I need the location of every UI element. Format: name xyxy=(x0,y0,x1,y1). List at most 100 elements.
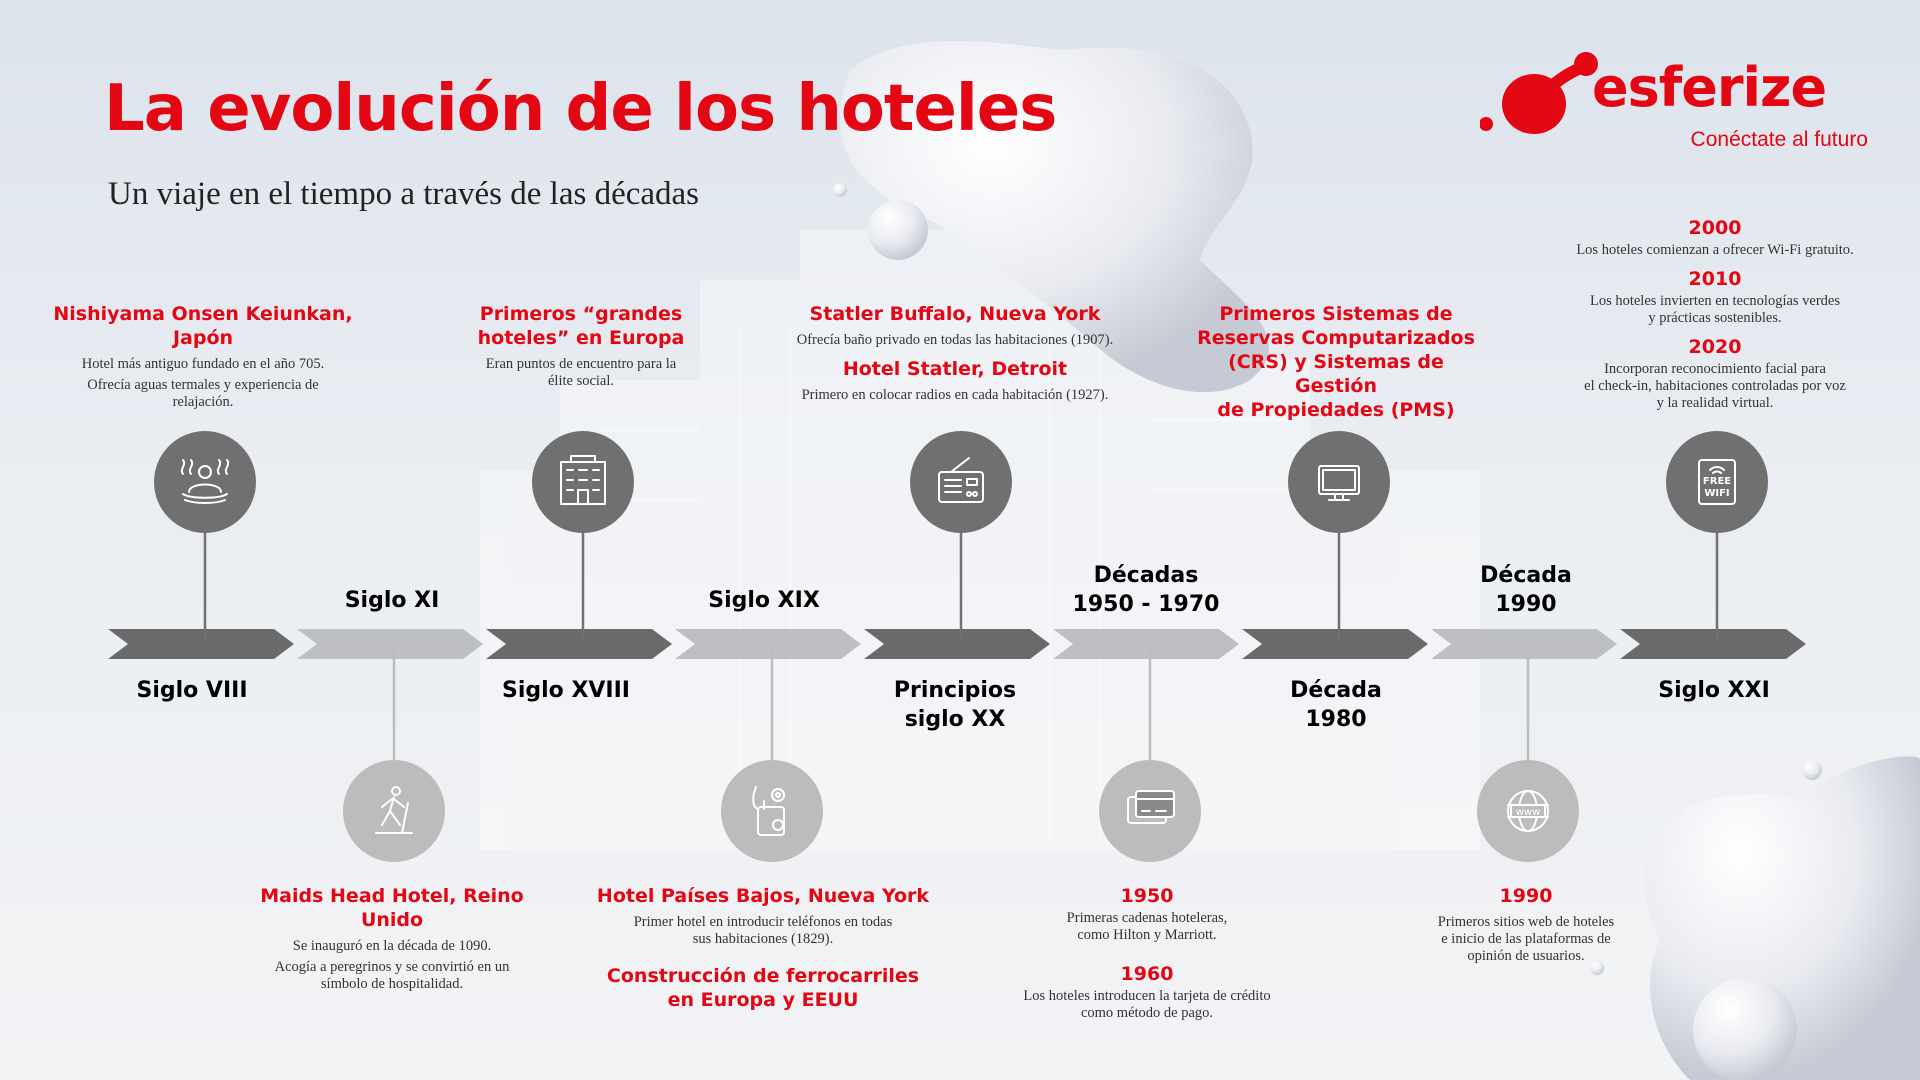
hotel-building-icon xyxy=(560,455,606,505)
globe-www-icon: www xyxy=(1507,790,1549,832)
event-item: Ofrecía aguas termales y experiencia de … xyxy=(53,377,353,411)
credit-card-icon xyxy=(1127,790,1175,824)
event-title: Primeros “grandes hoteles” en Europa xyxy=(477,303,685,349)
event-year: 2010 xyxy=(1688,268,1742,290)
event-description: Se inauguró en la década de 1090. xyxy=(292,938,492,954)
period-label: Décadas 1950 - 1970 xyxy=(1072,563,1220,617)
event-title: Statler Buffalo, Nueva York xyxy=(809,303,1101,325)
spa-icon xyxy=(180,459,230,504)
event-description: Los hoteles invierten en tecnologías ver… xyxy=(1589,293,1841,326)
timeline-segment xyxy=(1053,629,1239,659)
event-icon-circle xyxy=(1666,431,1768,533)
event-title: Maids Head Hotel, Reino Unido xyxy=(260,885,524,931)
page-title: La evolución de los hoteles xyxy=(104,72,1057,146)
decor-bubble-small xyxy=(1590,961,1604,975)
event-description: Eran puntos de encuentro para la élite s… xyxy=(485,356,677,389)
period-label: Década 1980 xyxy=(1290,678,1382,732)
computer-monitor-icon xyxy=(1318,465,1360,501)
event-year: 1990 xyxy=(1499,885,1553,907)
logo-mark-icon xyxy=(1480,52,1598,134)
period-label: Principios siglo XX xyxy=(893,678,1017,732)
event-item: Nishiyama Onsen Keiunkan, Japón Hotel má… xyxy=(53,302,353,373)
event-siglo-xxi: 2000 Los hoteles comienzan a ofrecer Wi-… xyxy=(1530,216,1900,412)
period-label: Siglo XVIII xyxy=(502,678,630,703)
event-icon-circle xyxy=(910,431,1012,533)
timeline-segment xyxy=(675,629,861,659)
event-item: 1950 Primeras cadenas hoteleras, como Hi… xyxy=(967,884,1327,944)
event-item: Primeros Sistemas de Reservas Computariz… xyxy=(1186,302,1486,422)
event-decada-1980: Primeros Sistemas de Reservas Computariz… xyxy=(1186,302,1486,422)
event-title: Hotel Statler, Detroit xyxy=(842,358,1068,380)
event-item: 2010 Los hoteles invierten en tecnología… xyxy=(1530,267,1900,327)
logo-wordmark: esferize xyxy=(1592,56,1827,119)
event-icon-circle xyxy=(1288,431,1390,533)
esferize-logo[interactable]: esferize Conéctate al futuro xyxy=(1480,52,1876,162)
event-description: Incorporan reconocimiento facial para el… xyxy=(1584,361,1846,411)
period-label: Década 1990 xyxy=(1480,563,1572,617)
pilgrim-walking-icon xyxy=(375,786,413,834)
event-description: Primeras cadenas hoteleras, como Hilton … xyxy=(1066,910,1228,943)
decor-blob-top xyxy=(839,41,1270,393)
event-item: Primeros “grandes hoteles” en Europa Era… xyxy=(431,302,731,390)
event-icon-circle xyxy=(532,431,634,533)
timeline-segment xyxy=(297,629,483,659)
decor-bubble xyxy=(868,200,928,260)
event-siglo-xi: Maids Head Hotel, Reino Unido Se inaugur… xyxy=(242,884,542,993)
event-decadas-1950-1970: 1950 Primeras cadenas hoteleras, como Hi… xyxy=(967,884,1327,1022)
timeline-segment xyxy=(864,629,1050,659)
event-description: Primero en colocar radios en cada habita… xyxy=(801,387,1109,403)
event-item: 2020 Incorporan reconocimiento facial pa… xyxy=(1530,335,1900,412)
period-label: Siglo VIII xyxy=(136,678,248,703)
event-description: Los hoteles comienzan a ofrecer Wi-Fi gr… xyxy=(1576,242,1854,258)
decor-bubble-small xyxy=(1802,760,1822,780)
event-siglo-xix: Hotel Países Bajos, Nueva York Primer ho… xyxy=(588,884,938,1012)
event-description: Primer hotel en introducir teléfonos en … xyxy=(633,914,893,947)
event-year: 1960 xyxy=(1120,963,1174,985)
event-year: 1950 xyxy=(1120,885,1174,907)
event-description: Ofrecía aguas termales y experiencia de … xyxy=(87,377,319,410)
event-year: 2020 xyxy=(1688,336,1742,358)
timeline-segment xyxy=(1242,629,1428,659)
timeline-segment xyxy=(1620,629,1806,659)
logo-tagline: Conéctate al futuro xyxy=(1690,128,1868,151)
period-label: Siglo XIX xyxy=(708,588,820,613)
event-icon-circle xyxy=(721,760,823,862)
event-title: Nishiyama Onsen Keiunkan, Japón xyxy=(53,303,353,349)
wifi-icon-text: WIFI xyxy=(1704,488,1729,499)
svg-text:www: www xyxy=(1516,807,1541,818)
event-siglo-xviii: Primeros “grandes hoteles” en Europa Era… xyxy=(431,302,731,390)
event-description: Hotel más antiguo fundado en el año 705. xyxy=(81,356,325,372)
event-description: Acogía a peregrinos y se convirtió en un… xyxy=(274,959,510,992)
decor-bubble-small xyxy=(833,183,847,197)
event-year: 2000 xyxy=(1688,217,1742,239)
event-item: Construcción de ferrocarriles en Europa … xyxy=(588,964,938,1012)
event-title: Primeros Sistemas de Reservas Computariz… xyxy=(1197,303,1475,421)
timeline-segment xyxy=(108,629,294,659)
event-principios-siglo-xx: Statler Buffalo, Nueva York Ofrecía baño… xyxy=(735,302,1175,404)
page-subtitle: Un viaje en el tiempo a través de las dé… xyxy=(108,176,700,212)
radio-icon xyxy=(938,457,984,503)
timeline-segment xyxy=(486,629,672,659)
building-silhouette xyxy=(480,230,1480,850)
event-description: Primeros sitios web de hoteles e inicio … xyxy=(1437,914,1615,964)
event-item: 1960 Los hoteles introducen la tarjeta d… xyxy=(967,962,1327,1022)
telephone-icon xyxy=(752,786,785,836)
event-icon-circle xyxy=(343,760,445,862)
wifi-icon-text: FREE xyxy=(1703,476,1731,487)
building-windows xyxy=(600,330,1290,840)
event-decada-1990: 1990 Primeros sitios web de hoteles e in… xyxy=(1376,884,1676,965)
event-item: Hotel Países Bajos, Nueva York Primer ho… xyxy=(588,884,938,948)
event-icon-circle xyxy=(154,431,256,533)
event-item: Hotel Statler, Detroit Primero en coloca… xyxy=(735,357,1175,404)
event-siglo-viii: Nishiyama Onsen Keiunkan, Japón Hotel má… xyxy=(53,302,353,411)
period-label: Siglo XXI xyxy=(1658,678,1770,703)
event-item: 2000 Los hoteles comienzan a ofrecer Wi-… xyxy=(1530,216,1900,259)
event-title: Construcción de ferrocarriles en Europa … xyxy=(606,965,920,1011)
decor-bubble xyxy=(1693,978,1797,1080)
event-description: Ofrecía baño privado en todas las habita… xyxy=(796,332,1114,348)
period-label: Siglo XI xyxy=(344,588,440,613)
event-item: Acogía a peregrinos y se convirtió en un… xyxy=(242,959,542,993)
